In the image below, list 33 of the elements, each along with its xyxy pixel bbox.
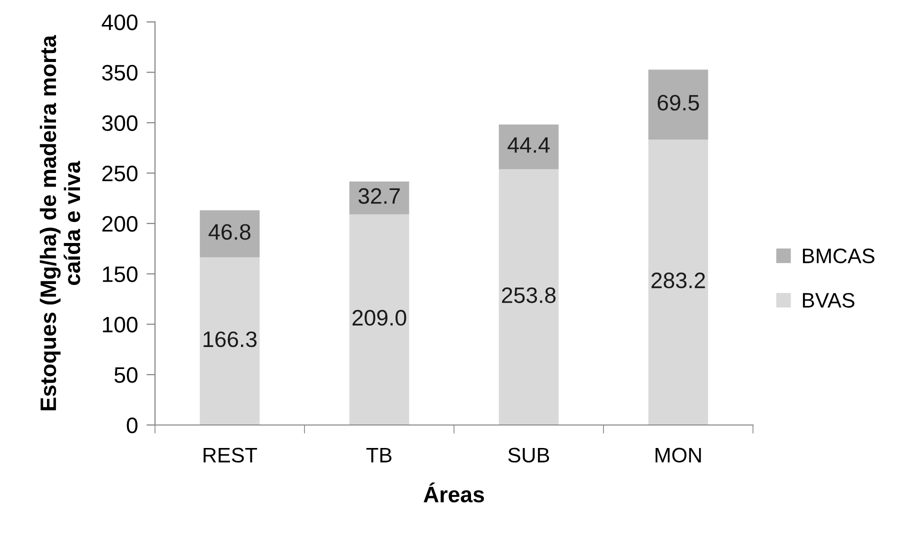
bar [349, 214, 410, 426]
bar [648, 70, 708, 140]
y-axis-title: Estoques (Mg/ha) de madeira morta caída e viva [40, 35, 80, 410]
x-axis-title: Áreas [424, 482, 484, 502]
y-tick-label: 350 [102, 64, 138, 81]
data-label: 32.7 [358, 188, 400, 204]
x-tick-label: REST [204, 448, 258, 463]
y-tick-label: 200 [102, 216, 138, 232]
x-tick-label: SUB [508, 448, 550, 463]
bar [498, 124, 559, 170]
bar [200, 210, 260, 258]
x-tick-label: TB [366, 448, 392, 462]
legend-label: BVAS [802, 292, 854, 308]
data-label: 283.2 [652, 272, 705, 288]
data-label: 44.4 [508, 137, 550, 153]
y-tick-label: 250 [102, 166, 138, 182]
x-tick-label: MON [656, 448, 701, 463]
data-label: 166.3 [204, 331, 257, 348]
data-label: 69.5 [658, 94, 699, 111]
y-tick-label: 150 [102, 266, 138, 282]
y-tick-label: 400 [102, 14, 138, 30]
y-tick-label: 50 [114, 367, 138, 383]
bar [200, 257, 260, 426]
y-tick-label: 300 [102, 115, 138, 131]
data-label: 46.8 [208, 224, 250, 240]
y-tick-label: 0 [126, 418, 138, 434]
data-label: 253.8 [502, 287, 556, 304]
bar [648, 140, 708, 426]
bar [498, 169, 559, 426]
data-label: 209.0 [352, 310, 406, 326]
legend-label: BMCAS [802, 248, 874, 264]
bar [349, 181, 410, 214]
y-tick-label: 100 [102, 316, 138, 333]
